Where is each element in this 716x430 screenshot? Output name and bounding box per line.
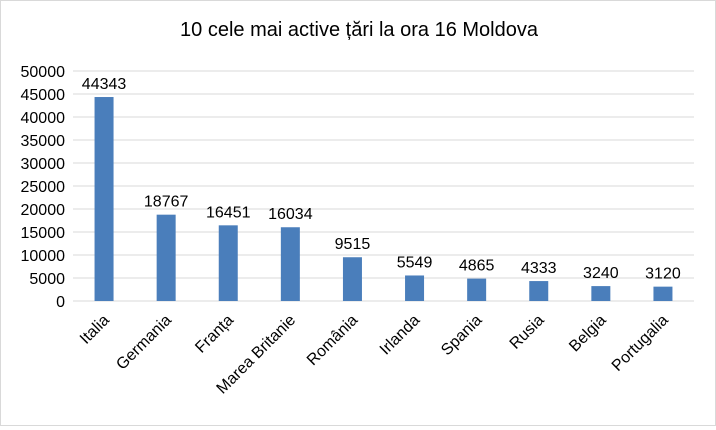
data-label: 4333: [521, 260, 557, 277]
chart-title: 10 cele mai active țări la ora 16 Moldov…: [180, 19, 538, 41]
y-tick-label: 45000: [21, 87, 66, 104]
data-label: 9515: [335, 236, 371, 253]
y-tick-label: 30000: [21, 156, 66, 173]
y-tick-label: 15000: [21, 225, 66, 242]
x-tick-label: Irlanda: [377, 312, 424, 359]
x-tick-label: Portugalia: [609, 312, 672, 375]
x-tick-label: Italia: [77, 312, 113, 348]
bar: [591, 286, 611, 301]
bar: [467, 278, 487, 301]
x-tick-label: Rusia: [507, 312, 548, 353]
bar: [156, 214, 176, 301]
y-tick-label: 10000: [21, 248, 66, 265]
y-tick-label: 40000: [21, 110, 66, 127]
y-tick-label: 5000: [29, 271, 65, 288]
y-tick-label: 50000: [21, 64, 66, 81]
data-label: 4865: [459, 258, 495, 275]
data-label: 16034: [268, 206, 313, 223]
bar: [218, 225, 238, 301]
data-label: 16451: [206, 204, 251, 221]
bar: [280, 227, 300, 301]
bar: [342, 257, 362, 301]
bar: [94, 97, 114, 301]
data-label: 3120: [645, 266, 681, 283]
data-label: 5549: [397, 254, 433, 271]
x-tick-label: Franța: [192, 312, 237, 357]
y-tick-label: 0: [56, 294, 65, 311]
y-tick-label: 35000: [21, 133, 66, 150]
data-label: 18767: [144, 194, 189, 211]
data-label: 44343: [82, 76, 127, 93]
bar: [405, 275, 425, 301]
x-tick-label: Spania: [438, 312, 485, 359]
y-tick-label: 20000: [21, 202, 66, 219]
bar: [653, 286, 673, 301]
y-tick-label: 25000: [21, 179, 66, 196]
x-tick-label: România: [304, 312, 361, 369]
data-label: 3240: [583, 265, 619, 282]
x-tick-label: Germania: [113, 312, 175, 374]
bar: [529, 281, 549, 301]
x-tick-label: Belgia: [566, 312, 610, 356]
